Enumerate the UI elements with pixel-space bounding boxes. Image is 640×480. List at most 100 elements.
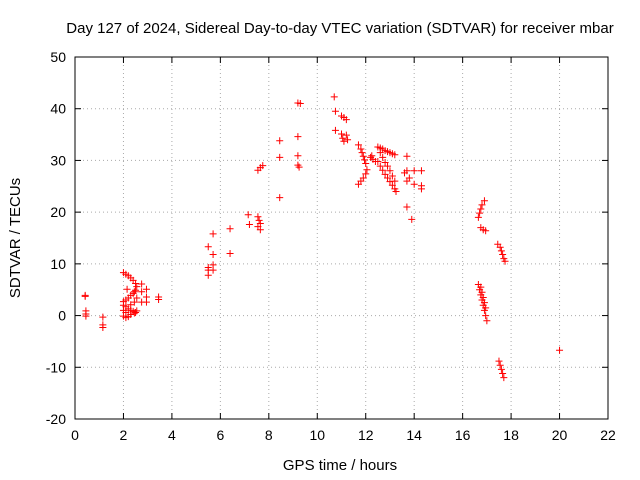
data-point bbox=[133, 294, 141, 302]
data-point bbox=[500, 374, 508, 382]
data-point bbox=[374, 157, 382, 165]
data-point bbox=[479, 293, 487, 301]
data-point bbox=[482, 312, 490, 320]
data-point bbox=[417, 167, 425, 175]
data-point bbox=[256, 226, 264, 234]
data-point bbox=[480, 197, 488, 205]
data-point bbox=[294, 133, 302, 141]
data-point bbox=[155, 296, 163, 304]
y-tick-label: -10 bbox=[46, 359, 66, 375]
x-tick-label: 20 bbox=[552, 427, 568, 443]
y-tick-label: 50 bbox=[50, 49, 66, 65]
data-point bbox=[496, 361, 504, 369]
data-point bbox=[142, 285, 150, 293]
data-point bbox=[276, 194, 284, 202]
data-point bbox=[133, 283, 141, 291]
data-point bbox=[480, 299, 488, 307]
data-point bbox=[204, 271, 212, 279]
data-point bbox=[495, 357, 503, 365]
data-point bbox=[359, 152, 367, 160]
data-point bbox=[330, 93, 338, 101]
data-point bbox=[384, 162, 392, 170]
data-point bbox=[400, 169, 408, 177]
data-point bbox=[204, 243, 212, 251]
y-axis-label: SDTVAR / TECUs bbox=[7, 178, 24, 298]
data-point bbox=[331, 107, 339, 115]
x-tick-label: 8 bbox=[265, 427, 273, 443]
data-point bbox=[477, 283, 485, 291]
chart-title: Day 127 of 2024, Sidereal Day-to-day VTE… bbox=[66, 20, 613, 37]
y-tick-label: 10 bbox=[50, 256, 66, 272]
data-point bbox=[127, 301, 135, 309]
data-point bbox=[226, 250, 234, 258]
data-point bbox=[82, 312, 90, 320]
data-point bbox=[363, 166, 371, 174]
data-point bbox=[501, 257, 509, 265]
data-point bbox=[226, 225, 234, 233]
data-point bbox=[556, 346, 564, 354]
data-point bbox=[344, 136, 352, 144]
data-point bbox=[477, 205, 485, 213]
data-point bbox=[499, 369, 507, 377]
data-point bbox=[276, 153, 284, 161]
data-point bbox=[354, 141, 362, 149]
x-tick-label: 6 bbox=[216, 427, 224, 443]
data-point bbox=[388, 181, 396, 189]
data-point bbox=[478, 201, 486, 209]
data-point bbox=[384, 174, 392, 182]
data-point bbox=[331, 126, 339, 134]
data-point bbox=[358, 149, 366, 157]
data-point bbox=[130, 288, 138, 296]
data-point bbox=[379, 166, 387, 174]
data-point bbox=[259, 162, 267, 170]
data-point bbox=[339, 134, 347, 142]
data-point bbox=[296, 100, 304, 108]
data-point bbox=[99, 313, 107, 321]
data-point bbox=[342, 131, 350, 139]
y-tick-label: -20 bbox=[46, 411, 66, 427]
data-point bbox=[482, 227, 490, 235]
data-point bbox=[130, 298, 138, 306]
data-point bbox=[340, 137, 348, 145]
data-point bbox=[99, 323, 107, 331]
data-points bbox=[81, 93, 564, 382]
grid-lines bbox=[75, 57, 608, 419]
data-point bbox=[362, 160, 370, 168]
data-point bbox=[497, 247, 505, 255]
data-point bbox=[245, 221, 253, 229]
x-tick-label: 16 bbox=[455, 427, 471, 443]
data-point bbox=[410, 180, 418, 188]
x-tick-label: 2 bbox=[120, 427, 128, 443]
data-point bbox=[338, 130, 345, 138]
data-point bbox=[478, 288, 486, 296]
data-point bbox=[482, 304, 490, 312]
x-tick-label: 0 bbox=[71, 427, 79, 443]
data-point bbox=[357, 145, 365, 153]
data-point bbox=[386, 178, 394, 186]
x-tick-label: 18 bbox=[503, 427, 519, 443]
data-point bbox=[403, 203, 411, 211]
data-point bbox=[368, 152, 376, 160]
y-tick-label: 20 bbox=[50, 204, 66, 220]
x-tick-label: 4 bbox=[168, 427, 176, 443]
data-point bbox=[403, 152, 411, 160]
data-point bbox=[127, 311, 135, 319]
data-point bbox=[391, 151, 399, 159]
data-point bbox=[391, 177, 399, 185]
data-point bbox=[81, 292, 89, 300]
data-point bbox=[392, 187, 400, 195]
data-point bbox=[376, 149, 384, 157]
data-point bbox=[142, 298, 150, 306]
x-axis-label: GPS time / hours bbox=[283, 457, 397, 474]
data-point bbox=[209, 251, 217, 259]
y-axis: -20 -10 0 10 20 30 40 50 bbox=[46, 49, 608, 427]
data-point bbox=[417, 185, 425, 193]
plot-frame bbox=[74, 56, 609, 420]
data-point bbox=[276, 137, 284, 145]
y-tick-label: 30 bbox=[50, 152, 66, 168]
data-point bbox=[209, 266, 217, 274]
x-tick-label: 10 bbox=[309, 427, 325, 443]
data-point bbox=[342, 116, 350, 124]
y-tick-label: 0 bbox=[58, 308, 66, 324]
